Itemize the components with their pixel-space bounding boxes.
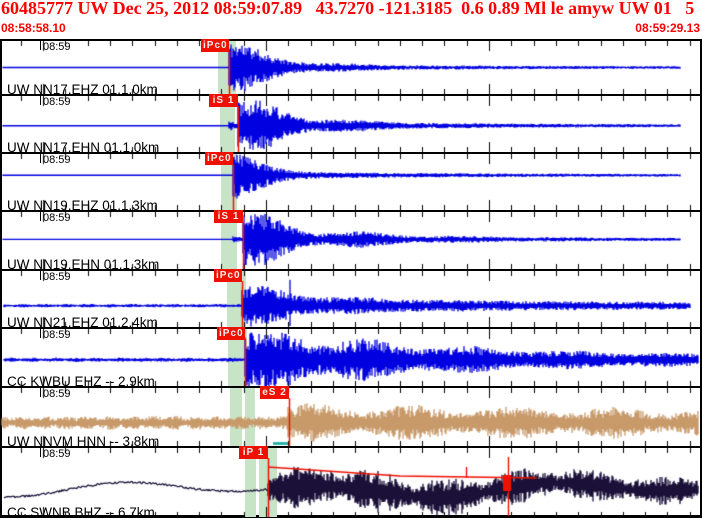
minute-label: 08:59 [43,96,71,108]
station-label: UW NN19,EHN 01,1.3km [7,257,160,272]
pick-label[interactable]: eS 2 [260,386,289,399]
station-label: UW NN21,EHZ 01,2.4km [7,315,158,330]
trace-panel-nn19-ehn: 08:59 iS 1 UW NN19,EHN 01,1.3km [0,210,702,272]
minute-tick-icon [40,41,41,50]
minute-label: 08:59 [43,271,71,283]
waveform-canvas[interactable] [0,212,702,269]
minute-mark: 08:59 [40,271,71,289]
trace-panel-nn21-ehz: 08:59 iPc0 UW NN21,EHZ 01,2.4km [0,269,702,330]
station-label: CC KWBU EHZ -- 2.9km [7,374,155,389]
trace-panel-nnvm-hnn: 08:59 eS 2 UW NNVM HNN -- 3.8km [0,386,702,449]
minute-label: 08:59 [43,154,71,166]
minute-mark: 08:59 [40,154,71,172]
window-end-time: 08:59:29.13 [635,21,700,35]
pick-label[interactable]: iPc0 [217,327,245,340]
pick-label[interactable]: iPc0 [205,152,233,165]
window-start-time: 08:58:58.10 [1,21,66,35]
minute-mark: 08:59 [40,329,71,347]
pick-label[interactable]: iP 1 [239,446,268,459]
minute-label: 08:59 [43,388,71,400]
trace-panel-kwbu-ehz: 08:59 iPc0 CC KWBU EHZ -- 2.9km [0,327,702,389]
waveform-canvas[interactable] [0,154,702,210]
minute-tick-icon [40,96,41,105]
minute-mark: 08:59 [40,212,71,230]
minute-label: 08:59 [43,329,71,341]
minute-mark: 08:59 [40,448,71,466]
pick-label[interactable]: iPc0 [214,269,242,282]
trace-panel-nn17-ehz: 08:59 iPc0 UW NN17,EHZ 01,1.0km [0,39,702,97]
minute-label: 08:59 [43,212,71,224]
minute-tick-icon [40,448,41,457]
station-label: UW NN19,EHZ 01,1.3km [7,198,158,213]
station-label: UW NN17,EHZ 01,1.0km [7,82,158,97]
minute-tick-icon [40,154,41,163]
pick-label[interactable]: iS 1 [209,94,238,107]
minute-tick-icon [40,388,41,397]
waveform-canvas[interactable] [0,271,702,327]
trace-panel-nn19-ehz: 08:59 iPc0 UW NN19,EHZ 01,1.3km [0,152,702,213]
station-label: UW NN17,EHN 01,1.0km [7,140,160,155]
minute-label: 08:59 [43,41,71,53]
trace-panel-swnb-bhz: 08:59 iP 1 CC SWNB BHZ -- 6.7km [0,446,702,518]
minute-label: 08:59 [43,448,71,460]
waveform-canvas[interactable] [0,41,702,94]
waveform-canvas[interactable] [0,448,702,517]
minute-tick-icon [40,271,41,280]
waveform-canvas[interactable] [0,96,702,152]
waveform-canvas[interactable] [0,329,702,386]
station-label: UW NNVM HNN -- 3.8km [7,434,160,449]
pick-label[interactable]: iPc0 [201,39,229,52]
station-label: CC SWNB BHZ -- 6.7km [7,505,155,518]
event-header: 60485777 UW Dec 25, 2012 08:59:07.89 43.… [1,0,695,18]
minute-tick-icon [40,329,41,338]
trace-panel-nn17-ehn: 08:59 iS 1 UW NN17,EHN 01,1.0km [0,94,702,155]
minute-mark: 08:59 [40,388,71,406]
minute-mark: 08:59 [40,96,71,114]
minute-mark: 08:59 [40,41,71,59]
waveform-canvas[interactable] [0,388,702,446]
minute-tick-icon [40,212,41,221]
pick-label[interactable]: iS 1 [214,210,243,223]
